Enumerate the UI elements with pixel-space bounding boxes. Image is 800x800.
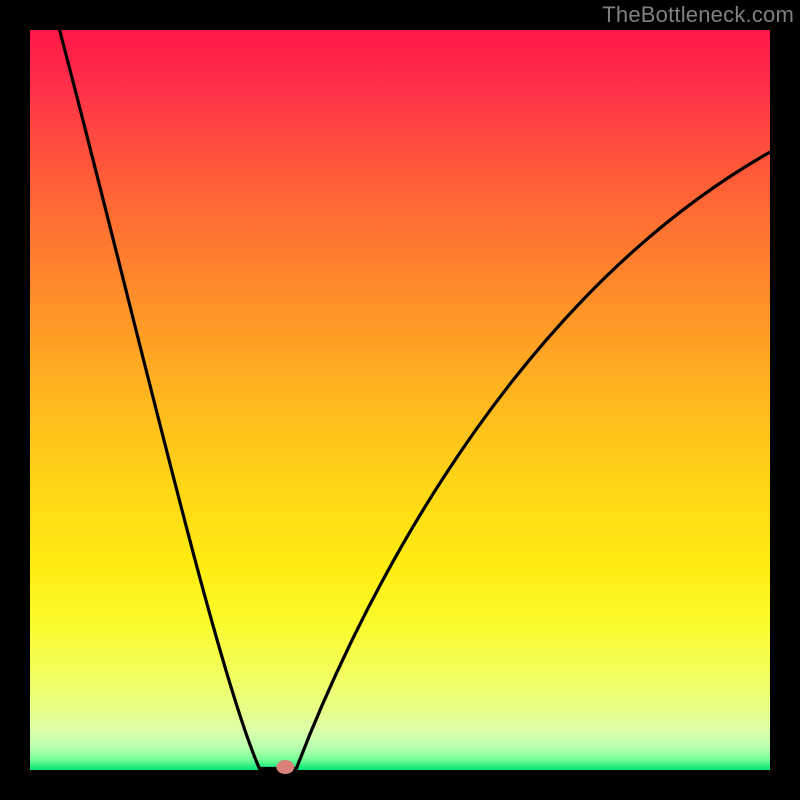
optimum-marker xyxy=(276,760,294,774)
bottleneck-chart xyxy=(0,0,800,800)
watermark-text: TheBottleneck.com xyxy=(602,2,794,28)
plot-area xyxy=(30,30,770,770)
